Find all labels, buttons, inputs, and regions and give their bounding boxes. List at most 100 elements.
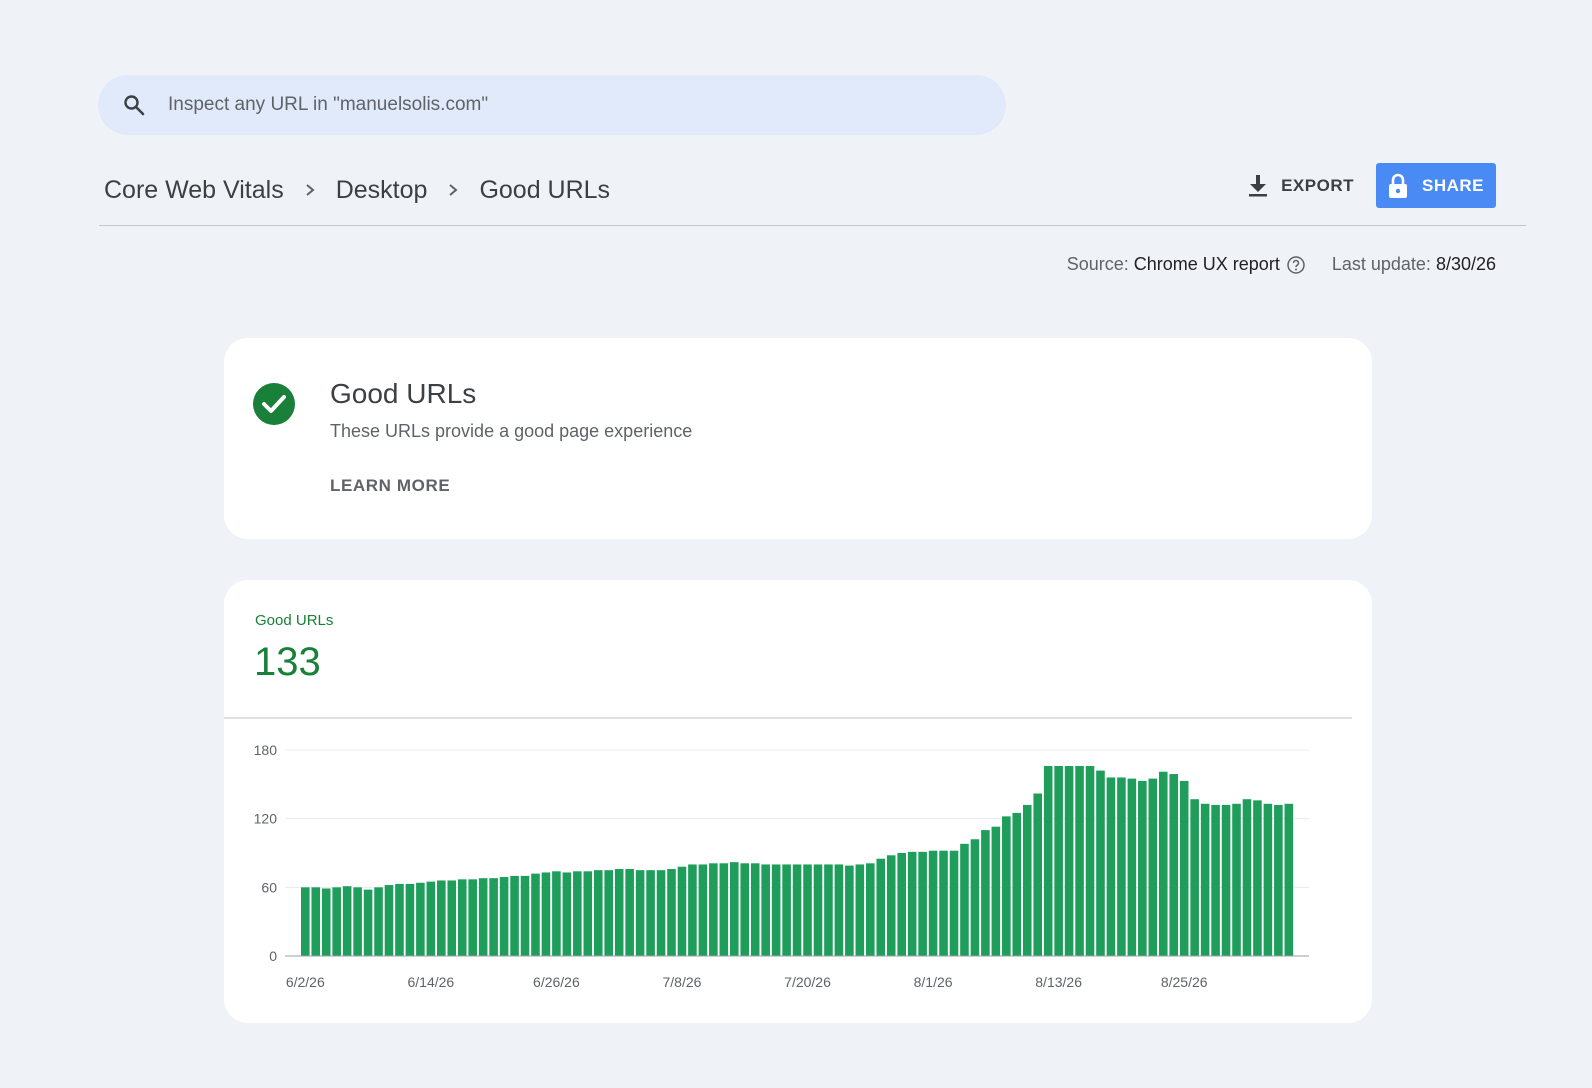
y-tick-label: 60 (261, 879, 277, 895)
bar (803, 864, 812, 956)
bar (1138, 780, 1147, 956)
bar (1158, 771, 1168, 956)
bar (792, 864, 802, 956)
status-subtitle: These URLs provide a good page experienc… (330, 421, 693, 441)
export-label: EXPORT (1281, 175, 1354, 195)
bar (750, 863, 760, 956)
bar (782, 864, 791, 956)
x-tick-label: 6/14/26 (407, 974, 454, 990)
bar (771, 864, 781, 956)
x-tick-label: 8/13/26 (1035, 974, 1082, 990)
y-tick-label: 120 (254, 811, 278, 827)
bar (939, 850, 948, 956)
bar (321, 888, 331, 956)
bar (405, 883, 415, 956)
breadcrumb-item-good-urls: Good URLs (479, 175, 611, 204)
header-divider (99, 225, 1526, 226)
bar (478, 878, 488, 956)
x-tick-label: 7/8/26 (662, 974, 701, 990)
bar (635, 870, 645, 956)
good-urls-bar-chart: 0 60 120 180 6/2/26 6/14/26 6/26/26 7/8/26 7/20/… (254, 742, 1309, 990)
help-icon[interactable] (1286, 255, 1306, 275)
check-circle-icon (252, 382, 296, 431)
bar (991, 826, 1001, 956)
bar (646, 870, 655, 956)
bar (520, 875, 530, 956)
x-tick-label: 7/20/26 (784, 974, 831, 990)
bar (510, 875, 519, 956)
lock-icon (1388, 173, 1408, 199)
bar (1054, 766, 1063, 956)
bar (897, 853, 906, 956)
bar (1263, 803, 1273, 956)
bar (1106, 777, 1116, 956)
bar (866, 863, 875, 956)
bar (886, 855, 896, 956)
bar (1179, 780, 1189, 956)
bar (552, 871, 561, 956)
bar (667, 869, 676, 956)
bar (1211, 804, 1220, 956)
bar (395, 883, 404, 956)
share-button[interactable]: SHARE (1376, 163, 1496, 208)
bar (301, 887, 310, 956)
y-tick-label: 0 (269, 948, 277, 964)
share-label: SHARE (1421, 175, 1484, 195)
x-tick-label: 6/2/26 (286, 974, 325, 990)
bar (1064, 766, 1074, 956)
bar (845, 865, 854, 956)
bar (499, 877, 509, 956)
metric-value: 133 (254, 640, 321, 684)
bar (1002, 816, 1011, 956)
page-actions: EXPORT SHARE (1239, 163, 1496, 208)
bar (531, 873, 540, 956)
bar (656, 870, 666, 956)
bar (729, 862, 739, 956)
search-placeholder[interactable]: Inspect any URL in "manuelsolis.com" (168, 94, 489, 115)
bar (541, 872, 551, 956)
bar (907, 851, 917, 956)
bar (573, 871, 582, 956)
url-inspection-search-bar[interactable]: Inspect any URL in "manuelsolis.com" (98, 75, 1006, 135)
bar (1022, 804, 1032, 956)
download-icon (1247, 174, 1269, 198)
bar (416, 882, 425, 956)
learn-more-link[interactable]: LEARN MORE (330, 476, 451, 495)
breadcrumb-item-desktop[interactable]: Desktop (335, 175, 428, 204)
bar (374, 887, 383, 956)
bar (1253, 800, 1262, 956)
status-summary-card: Good URLs These URLs provide a good page… (224, 338, 1372, 539)
bar (1012, 812, 1022, 956)
bar (761, 864, 770, 956)
bar (1200, 803, 1210, 956)
bar (1117, 777, 1126, 956)
bar (855, 864, 865, 956)
bar (1085, 766, 1095, 956)
bar (593, 870, 603, 956)
bar (698, 864, 708, 956)
breadcrumb-item-core-web-vitals[interactable]: Core Web Vitals (104, 175, 284, 204)
bar (740, 863, 750, 956)
chart-divider (224, 717, 1352, 719)
bar (1096, 770, 1105, 956)
bar (834, 864, 844, 956)
source-label: Source: (1066, 254, 1129, 274)
bar (1232, 803, 1241, 956)
bar (981, 830, 990, 956)
bar (719, 863, 729, 956)
bar (625, 869, 634, 956)
source-value: Chrome UX report (1133, 254, 1280, 274)
bar (1127, 778, 1137, 956)
bar (332, 887, 341, 956)
bar (457, 879, 467, 956)
bar (813, 864, 823, 956)
bar (1242, 799, 1252, 956)
bar (437, 880, 446, 956)
bar (1221, 804, 1231, 956)
bar (677, 866, 687, 956)
export-button[interactable]: EXPORT (1239, 164, 1362, 208)
x-tick-label: 8/25/26 (1161, 974, 1208, 990)
bar (876, 858, 886, 956)
last-update-value: 8/30/26 (1435, 254, 1496, 274)
bar (342, 886, 352, 956)
